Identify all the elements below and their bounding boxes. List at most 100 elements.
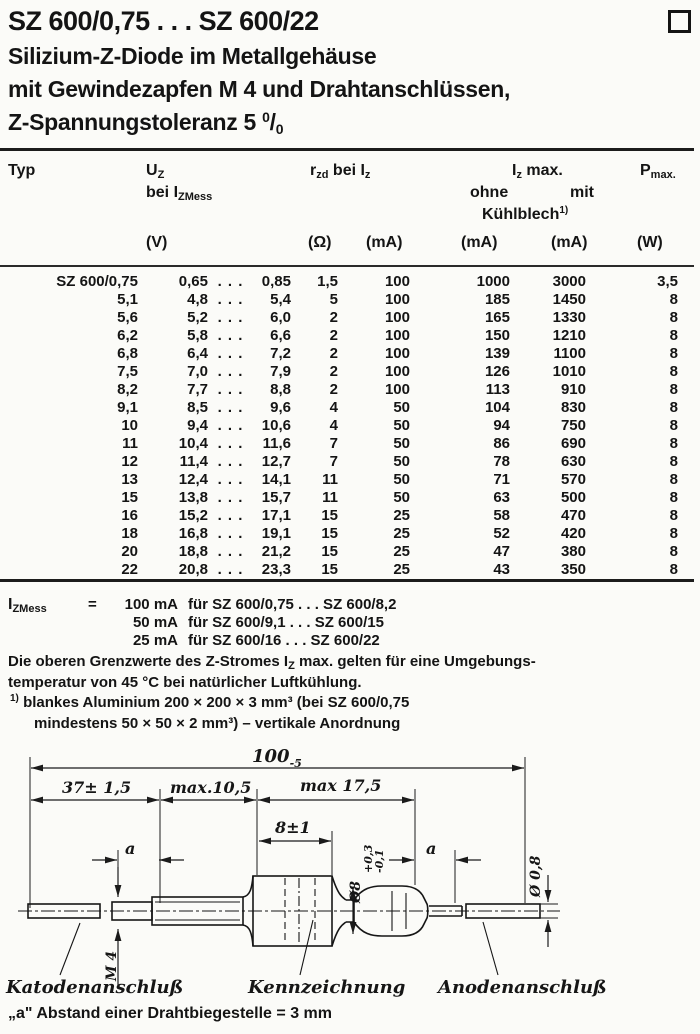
cell-dots: . . . (217, 435, 244, 452)
col-ohne: ohne (470, 184, 509, 201)
cell-rzd: 2 (329, 345, 338, 362)
table-row: 15 13,8 . . . 15,7 11 50 63 500 8 (8, 489, 678, 507)
cell-typ: 20 (121, 543, 138, 560)
cell-dots: . . . (217, 363, 244, 380)
cell-max: 15,7 (261, 489, 291, 506)
cell-ohne: 43 (493, 561, 510, 578)
cell-dots: . . . (217, 291, 244, 308)
cell-typ: 5,1 (117, 291, 138, 308)
cell-rzd: 11 (322, 489, 338, 506)
fillet (331, 875, 347, 947)
cell-dots: . . . (217, 507, 244, 524)
table-row: SZ 600/0,75 0,65 . . . 0,85 1,5 100 1000 3000 3,… (8, 273, 678, 291)
cell-rzd: 7 (329, 453, 338, 470)
page-title: SZ 600/0,75 . . . SZ 600/22 (8, 6, 319, 36)
anode-label: Anodenanschluß (436, 977, 607, 998)
izmess-line: 25 mA für SZ 600/16 . . . SZ 600/22 (132, 632, 380, 649)
cell-max: 7,9 (270, 363, 291, 380)
footnote-1-line-1: 1) blankes Aluminium 200 × 200 × 3 mm³ (… (10, 693, 410, 711)
leader-line (299, 919, 314, 976)
thread-lines (155, 901, 240, 921)
cell-mit: 1210 (552, 327, 586, 344)
cell-p: 8 (669, 453, 678, 470)
bend-note: „a" Abstand einer Drahtbiegestelle = 3 m… (8, 1005, 332, 1022)
cell-ohne: 165 (484, 309, 510, 326)
unit-ma-1: (mA) (366, 234, 403, 251)
cell-max: 23,3 (261, 561, 291, 578)
cell-p: 8 (669, 525, 678, 542)
cell-min: 9,4 (187, 417, 208, 434)
cell-ohne: 126 (484, 363, 510, 380)
col-kuehlblech: Kühlblech1) (482, 205, 569, 223)
cell-typ: 11 (122, 435, 138, 452)
cell-max: 14,1 (261, 471, 291, 488)
thread-label: M 4 (104, 951, 120, 982)
table-row: 12 11,4 . . . 12,7 7 50 78 630 8 (8, 453, 678, 471)
cell-min: 18,8 (178, 543, 208, 560)
cell-min: 11,4 (179, 453, 208, 470)
cell-iz: 25 (393, 525, 410, 542)
cell-max: 10,6 (261, 417, 291, 434)
percent-denominator: 0 (275, 121, 284, 137)
cell-max: 19,1 (261, 525, 291, 542)
cell-p: 8 (669, 291, 678, 308)
cell-mit: 630 (560, 453, 586, 470)
cell-min: 5,2 (187, 309, 208, 326)
cell-min: 10,4 (178, 435, 208, 452)
cell-dots: . . . (217, 525, 244, 542)
table-row: 7,5 7,0 . . . 7,9 2 100 126 1010 8 (8, 363, 678, 381)
cell-p: 8 (669, 489, 678, 506)
cell-typ: 6,2 (117, 327, 138, 344)
cell-iz: 50 (393, 489, 410, 506)
spec-table-body: SZ 600/0,75 0,65 . . . 0,85 1,5 100 1000 3000 3,… (8, 273, 678, 579)
cell-rzd: 15 (321, 507, 338, 524)
leader-line (59, 922, 81, 976)
leader-line (482, 921, 499, 976)
cell-ohne: 150 (484, 327, 510, 344)
corner-square-icon (668, 10, 691, 33)
threaded-stud (151, 896, 244, 926)
cell-dots: . . . (217, 273, 244, 290)
subtitle: Silizium-Z-Diode im Metallgehäuse mit Ge… (8, 40, 510, 142)
cell-mit: 910 (560, 381, 586, 398)
cell-typ: 22 (121, 561, 138, 578)
limit-note: Die oberen Grenzwerte des Z-Stromes IZ m… (8, 652, 696, 693)
cell-dots: . . . (217, 453, 244, 470)
cell-p: 8 (669, 381, 678, 398)
cell-max: 21,2 (261, 543, 291, 560)
cell-rzd: 2 (329, 381, 338, 398)
cell-rzd: 2 (329, 327, 338, 344)
cell-max: 8,8 (270, 381, 291, 398)
cathode-wire (27, 903, 101, 919)
cell-min: 0,65 (178, 273, 208, 290)
col-typ: Typ (8, 162, 36, 179)
cell-mit: 350 (560, 561, 586, 578)
cell-p: 8 (669, 363, 678, 380)
subtitle-line-1: Silizium-Z-Diode im Metallgehäuse (8, 43, 377, 69)
cell-mit: 1010 (552, 363, 586, 380)
cell-dots: . . . (217, 381, 244, 398)
unit-ohm: (Ω) (308, 234, 332, 251)
dim-cap-label: max 17,5 (300, 776, 381, 795)
col-izmax: Iz max. (512, 162, 563, 181)
dim-lead-label: 37± 1,5 (62, 778, 131, 797)
cell-p: 8 (669, 417, 678, 434)
device-body (252, 875, 333, 947)
cell-iz: 100 (384, 345, 410, 362)
cell-p: 8 (669, 345, 678, 362)
bend-a-left-label: a (125, 839, 135, 858)
dia-wire-label: Ø 0,8 (528, 855, 544, 898)
cell-dots: . . . (217, 399, 244, 416)
cell-dots: . . . (217, 327, 244, 344)
cell-iz: 100 (384, 309, 410, 326)
cell-ohne: 104 (484, 399, 510, 416)
table-row: 11 10,4 . . . 11,6 7 50 86 690 8 (8, 435, 678, 453)
unit-v: (V) (146, 234, 168, 251)
cell-rzd: 15 (321, 525, 338, 542)
table-row: 10 9,4 . . . 10,6 4 50 94 750 8 (8, 417, 678, 435)
percent-slash: / (269, 109, 276, 135)
cell-typ: 10 (121, 417, 138, 434)
izmess-label: IZMess (8, 596, 47, 615)
cell-mit: 750 (560, 417, 586, 434)
equals-sign: = (88, 596, 97, 613)
